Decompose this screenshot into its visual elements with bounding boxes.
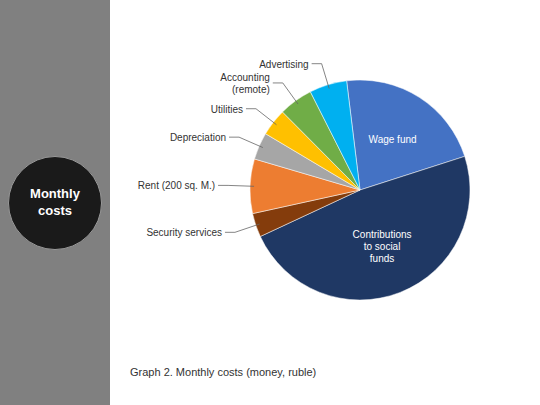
svg-text:Advertising: Advertising (259, 58, 308, 69)
html-text:costs: costs (38, 202, 72, 218)
svg-text:Depreciation: Depreciation (170, 132, 226, 143)
svg-text:Contributionsto socialfunds: Contributionsto socialfunds (353, 229, 412, 264)
html-text:Graph 2. Monthly costs (money,: Graph 2. Monthly costs (money, ruble) (130, 366, 317, 378)
svg-text:Rent (200 sq. M.): Rent (200 sq. M.) (138, 180, 215, 191)
svg-text:Security services: Security services (146, 227, 222, 238)
svg-text:Accounting(remote): Accounting(remote) (220, 71, 269, 94)
html-text:Monthly: Monthly (30, 185, 80, 201)
svg-text:Utilities: Utilities (211, 103, 243, 114)
svg-text:Wage fund: Wage fund (369, 134, 417, 145)
